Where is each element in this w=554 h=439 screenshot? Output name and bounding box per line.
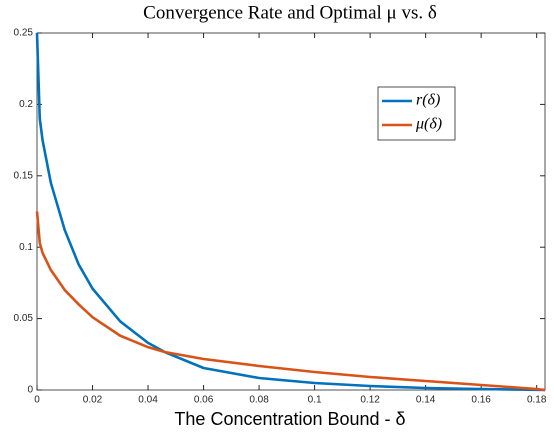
y-tick-label: 0.2 xyxy=(19,99,33,110)
x-tick-label: 0.12 xyxy=(360,395,380,406)
y-tick-label: 0.05 xyxy=(14,313,34,324)
x-tick-label: 0.06 xyxy=(194,395,214,406)
legend-box xyxy=(377,86,456,141)
y-tick-label: 0 xyxy=(27,385,33,396)
x-tick-label: 0.02 xyxy=(83,395,103,406)
x-tick-label: 0.08 xyxy=(249,395,269,406)
y-tick-label: 0.25 xyxy=(14,28,34,39)
x-tick-label: 0.16 xyxy=(471,395,491,406)
line-series xyxy=(35,211,546,392)
x-tick-label: 0.14 xyxy=(416,395,436,406)
x-tick-label: 0.04 xyxy=(138,395,158,406)
y-tick-label: 0.1 xyxy=(19,242,33,253)
x-axis-label: The Concentration Bound - δ xyxy=(174,409,405,429)
legend-label: μ(δ) xyxy=(415,116,442,133)
chart-title: Convergence Rate and Optimal μ vs. δ xyxy=(143,2,437,23)
legend-label: r(δ) xyxy=(416,92,440,109)
x-tick-label: 0 xyxy=(34,395,40,406)
line-series xyxy=(35,32,546,392)
x-tick-label: 0.18 xyxy=(527,395,547,406)
x-tick-label: 0.1 xyxy=(308,395,322,406)
y-tick-label: 0.15 xyxy=(14,170,34,181)
